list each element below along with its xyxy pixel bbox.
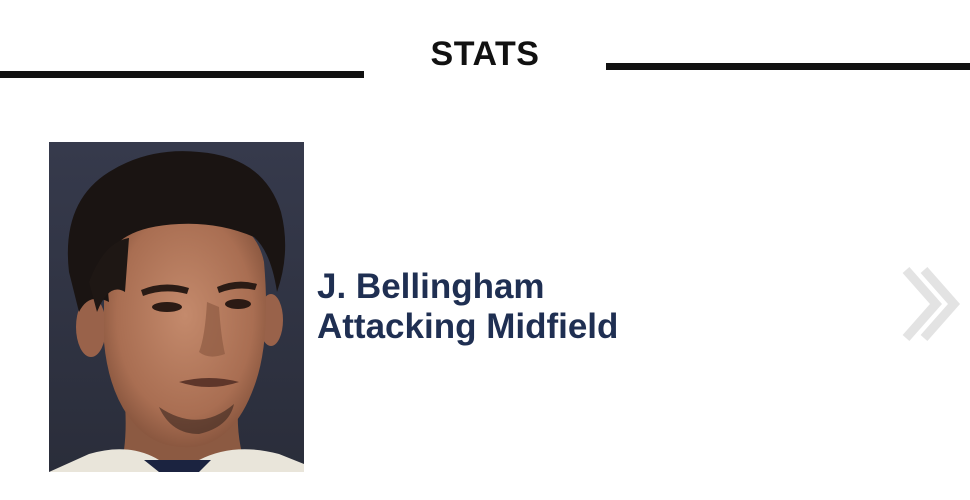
- header-rule-right: [606, 63, 970, 70]
- player-name[interactable]: J. Bellingham: [317, 267, 545, 306]
- header-rule-left: [0, 71, 364, 78]
- player-position: Attacking Midfield: [317, 307, 619, 346]
- next-player-button[interactable]: [898, 262, 962, 346]
- player-info: J. Bellingham Attacking Midfield: [317, 267, 618, 347]
- player-photo: [49, 142, 304, 472]
- section-title: STATS: [430, 35, 540, 73]
- double-chevron-right-icon: [902, 267, 961, 341]
